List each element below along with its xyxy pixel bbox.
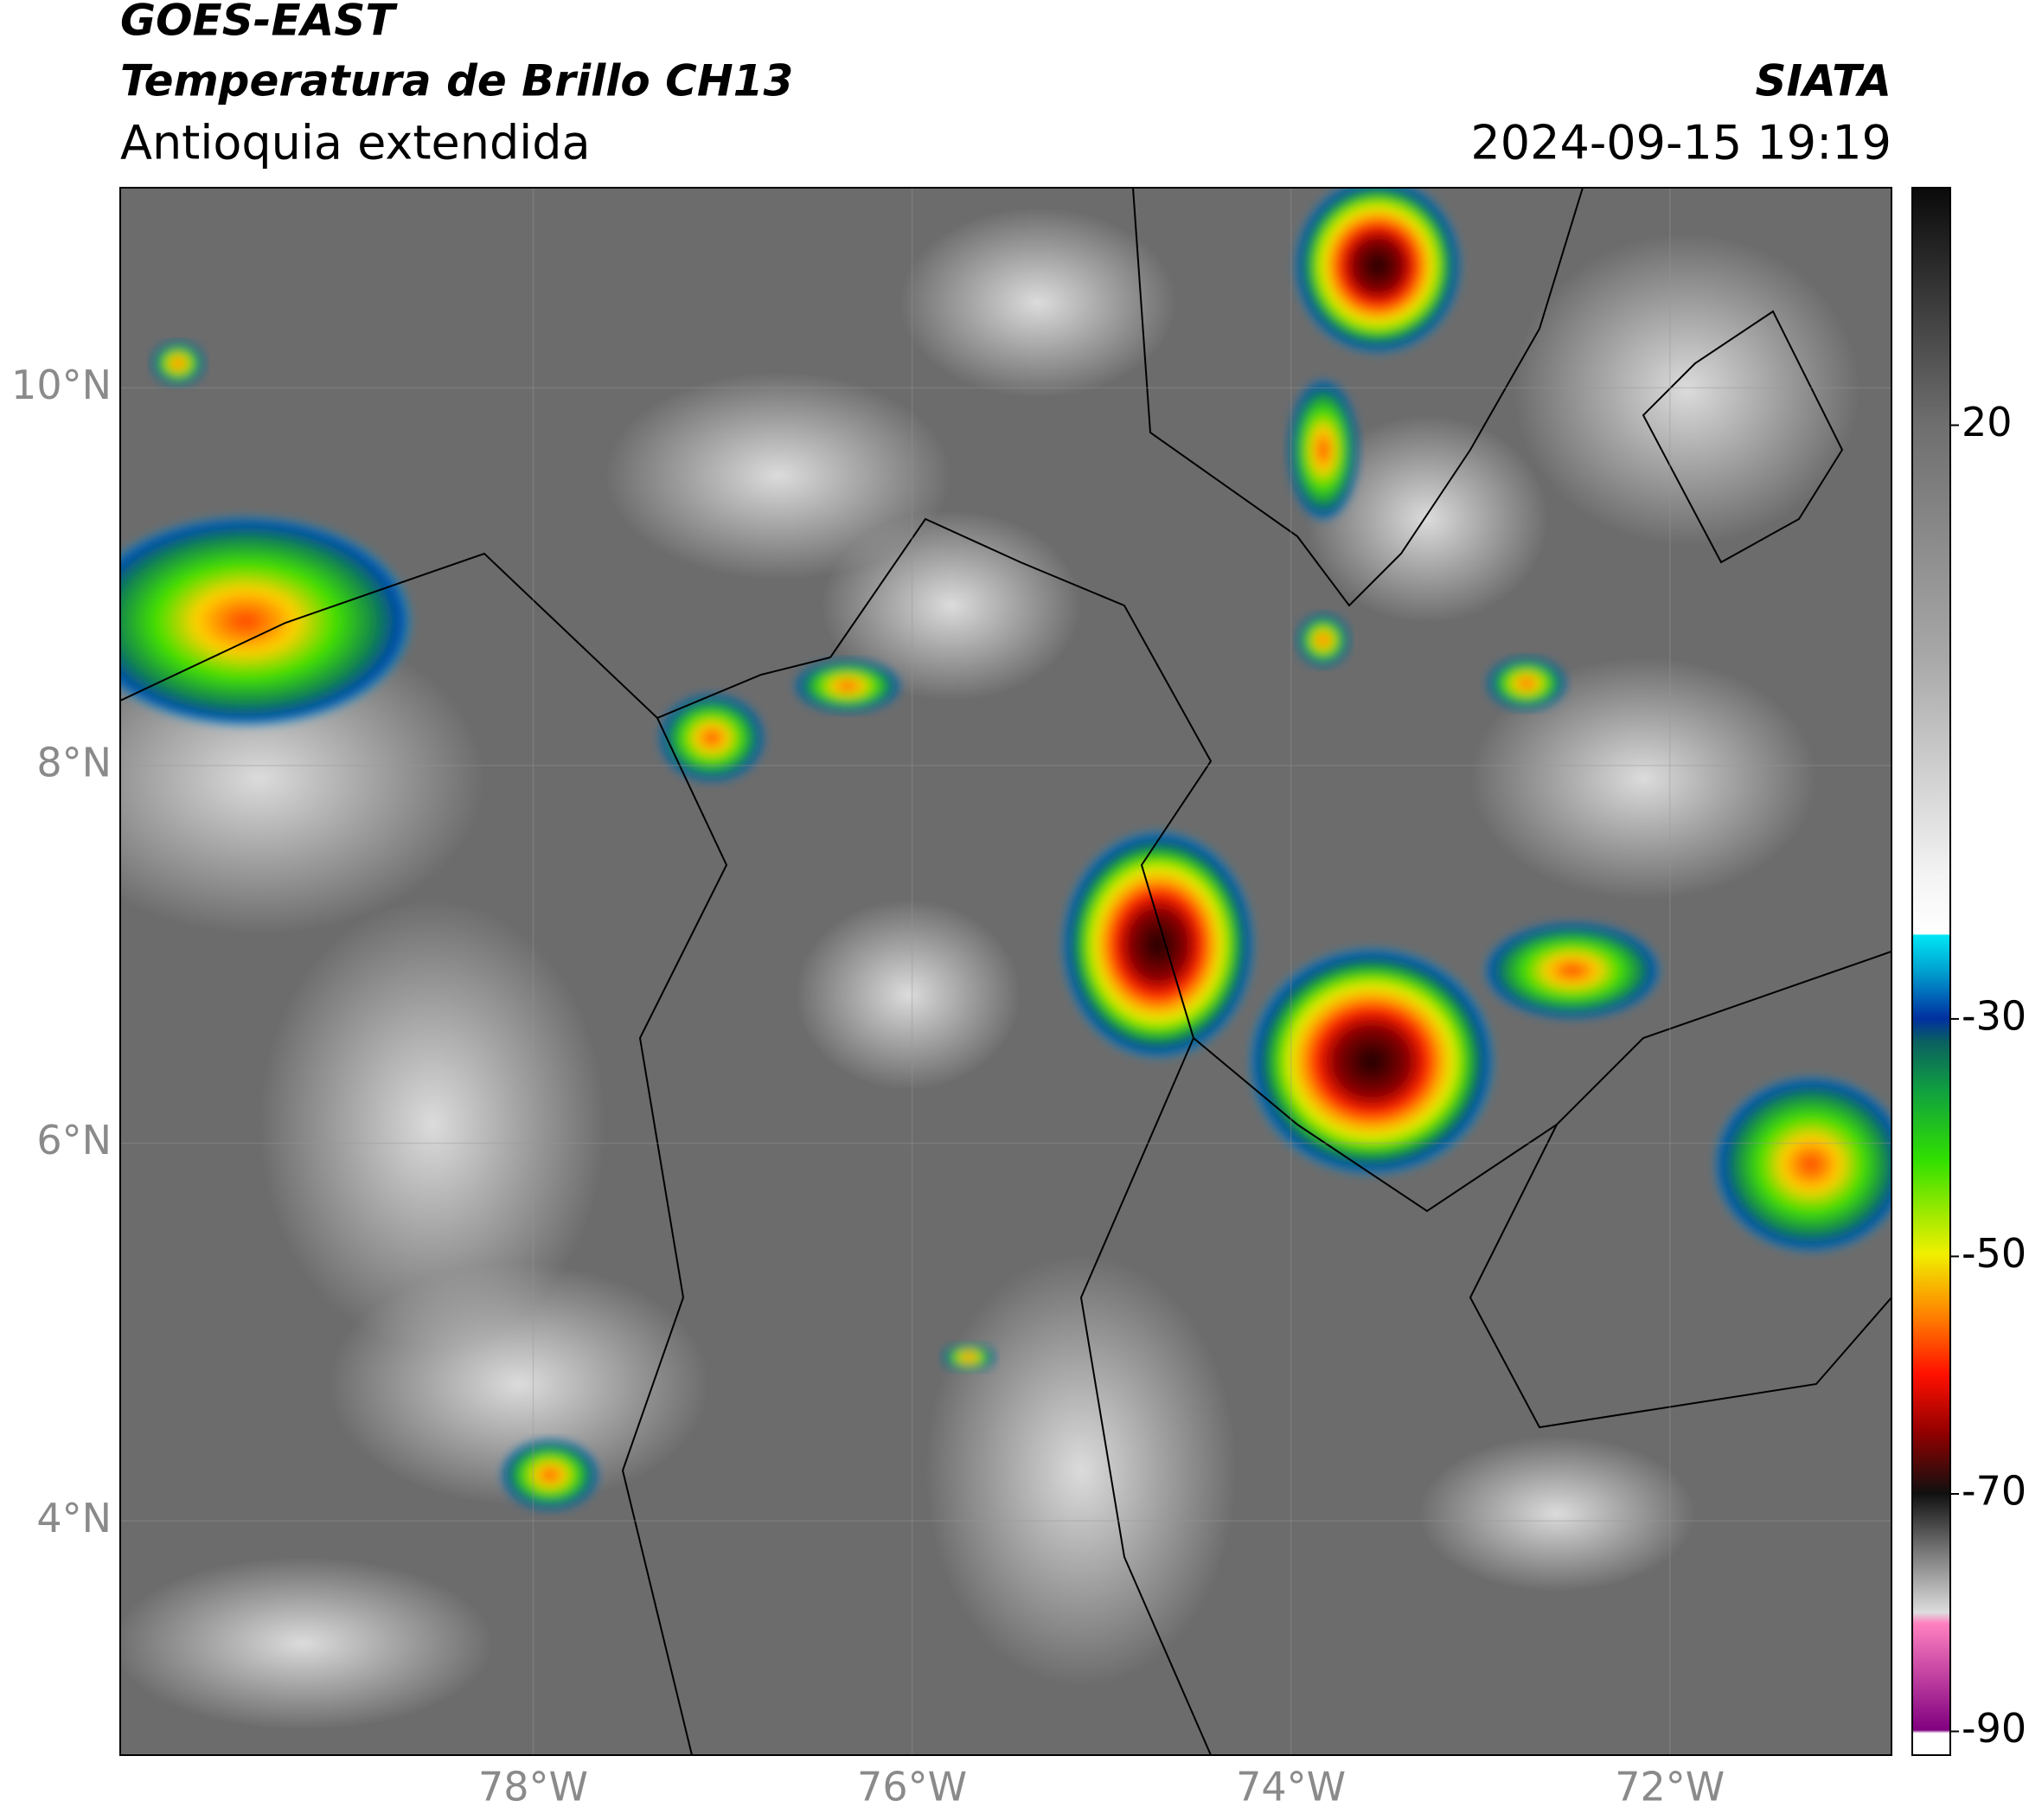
cloud [1418,1436,1695,1592]
cloud [822,510,1081,701]
subtitle: Antioquia extendida [120,116,591,170]
colorbar-tick-label: -70 [1962,1468,2026,1515]
lon-tick-label: 76°W [857,1764,967,1810]
lat-tick-label: 4°N [36,1495,112,1541]
lat-tick-label: 8°N [36,740,112,786]
cloud [120,1557,493,1730]
storm-cell [943,1343,995,1371]
map-frame [119,187,1892,1756]
storm-cell [152,342,204,385]
storm-cell [1297,614,1349,666]
storm-cell [660,695,764,781]
border [1642,310,1844,564]
cloud [796,900,1021,1090]
storm-cell [1488,657,1565,709]
colorbar-tick-label: -30 [1962,992,2026,1039]
storm-cell [1251,949,1493,1174]
lon-tick-label: 72°W [1615,1764,1725,1810]
border [1469,1124,1891,1429]
colorbar-tick-label: 20 [1962,399,2013,445]
cloud [329,1263,709,1505]
border [621,717,728,1755]
storm-cell [796,660,899,712]
storm-cell [120,517,410,725]
storm-cell [502,1440,598,1509]
colorbar-tick-label: -90 [1962,1705,2026,1752]
source: SIATA [1756,56,1891,106]
storm-cell [1716,1078,1891,1251]
title: Temperatura de Brillo CH13 [120,56,793,106]
colorbar-tick-label: -50 [1962,1230,2026,1277]
cloud [899,208,1176,398]
lon-tick-label: 78°W [478,1764,588,1810]
title: GOES-EAST [120,0,398,46]
cloud [605,372,951,580]
lon-tick-label: 74°W [1236,1764,1346,1810]
cloud [925,1254,1237,1687]
satellite-image [120,188,1891,1755]
border [1079,1037,1212,1755]
cloud [1306,415,1548,623]
border [829,517,1298,1125]
storm-cell [1063,832,1253,1057]
border [1132,188,1584,607]
cloud [259,900,605,1349]
lat-tick-label: 10°N [11,362,112,408]
datetime: 2024-09-15 19:19 [1470,116,1891,170]
storm-cell [1296,188,1460,352]
colorbar [1911,187,1951,1756]
lat-tick-label: 6°N [36,1117,112,1163]
storm-cell [1486,923,1659,1018]
cloud [1470,657,1816,900]
border [120,552,831,720]
storm-cell [1289,381,1358,519]
